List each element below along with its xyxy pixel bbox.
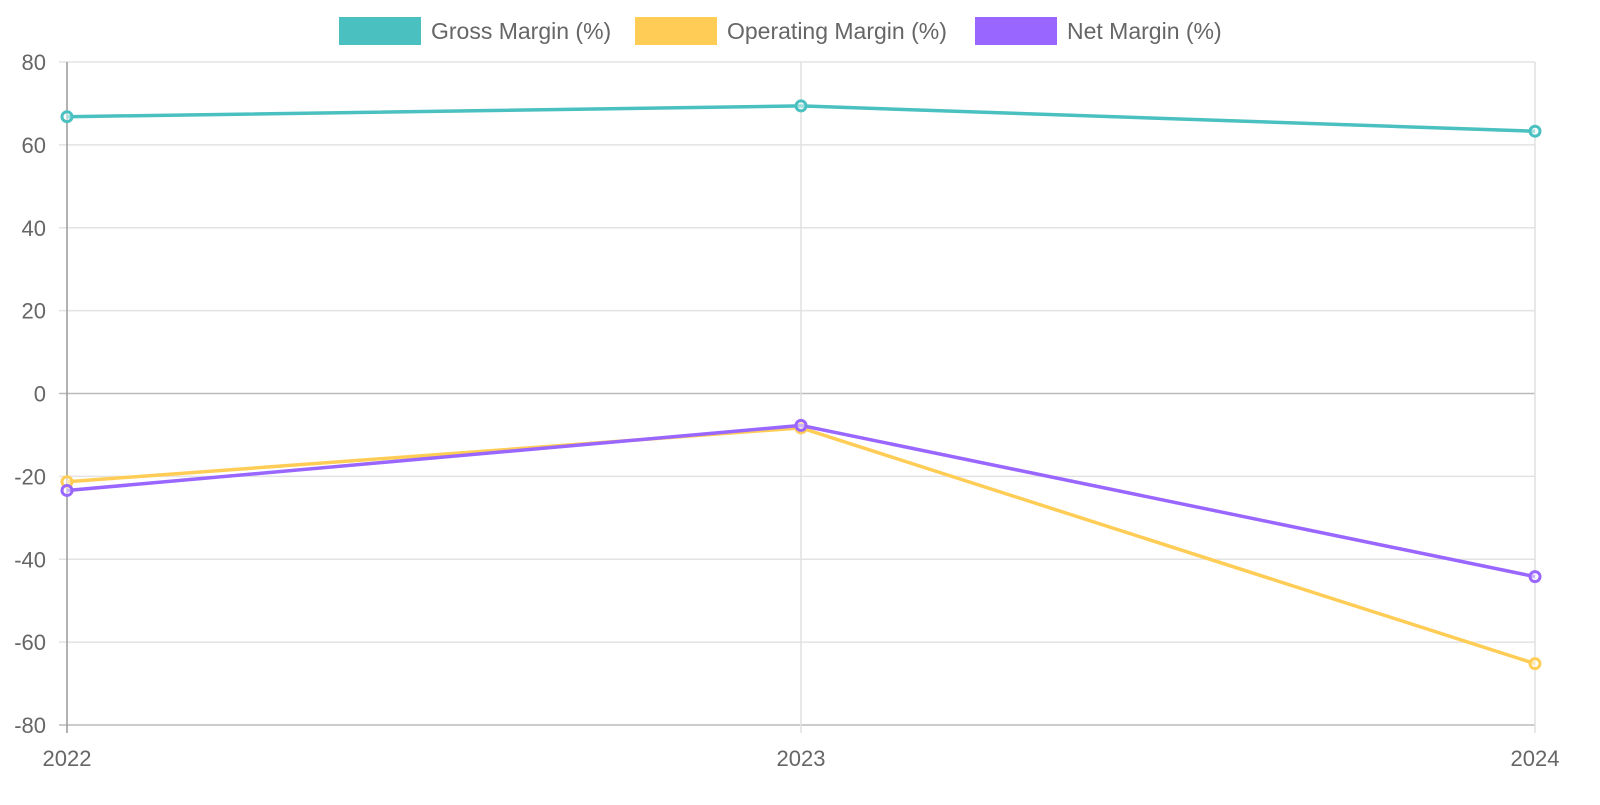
y-tick-label: -40 bbox=[14, 547, 46, 572]
y-tick-label: 80 bbox=[22, 50, 46, 75]
y-tick-label: -60 bbox=[14, 630, 46, 655]
data-point bbox=[1528, 124, 1542, 138]
legend: Gross Margin (%) Operating Margin (%) Net … bbox=[339, 17, 1222, 45]
legend-swatch bbox=[339, 17, 421, 45]
series-lines bbox=[60, 99, 1542, 671]
y-tick-label: 40 bbox=[22, 216, 46, 241]
y-tick-label: 0 bbox=[34, 382, 46, 407]
legend-label: Operating Margin (%) bbox=[727, 18, 947, 44]
y-tick-label: 20 bbox=[22, 299, 46, 324]
data-point bbox=[60, 483, 74, 497]
grid bbox=[59, 61, 1536, 733]
y-tick-label: -20 bbox=[14, 464, 46, 489]
legend-label: Net Margin (%) bbox=[1067, 18, 1222, 44]
data-point bbox=[794, 418, 808, 432]
y-tick-label: -80 bbox=[14, 713, 46, 738]
y-tick-label: 60 bbox=[22, 133, 46, 158]
x-tick-label: 2022 bbox=[43, 746, 92, 771]
data-point bbox=[1528, 570, 1542, 584]
x-tick-label: 2023 bbox=[777, 746, 826, 771]
legend-label: Gross Margin (%) bbox=[431, 18, 611, 44]
x-axis: 2022 2023 2024 bbox=[43, 746, 1560, 771]
data-point bbox=[794, 99, 808, 113]
y-axis: 80 60 40 20 0 -20 -40 -60 -80 bbox=[14, 50, 46, 738]
data-point bbox=[60, 110, 74, 124]
legend-swatch bbox=[635, 17, 717, 45]
data-point bbox=[1528, 657, 1542, 671]
x-tick-label: 2024 bbox=[1511, 746, 1560, 771]
legend-swatch bbox=[975, 17, 1057, 45]
